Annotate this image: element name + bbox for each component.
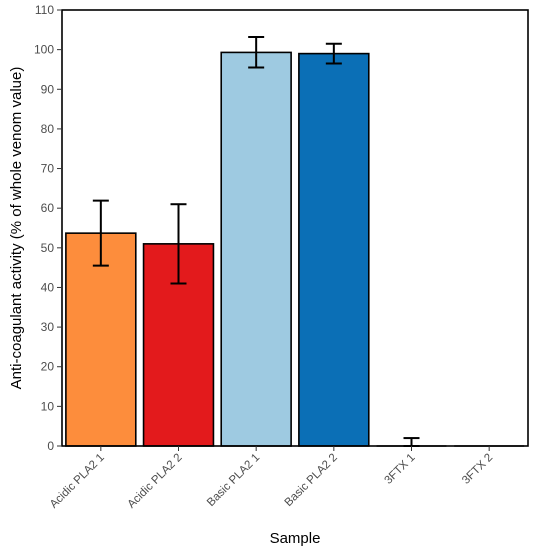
y-tick-label: 40	[41, 280, 55, 294]
y-tick-label: 50	[41, 241, 55, 255]
x-tick-label: Basic PLA2 2	[283, 452, 340, 509]
bars-layer	[65, 51, 525, 447]
y-tick-label: 90	[41, 82, 55, 96]
y-tick-label: 20	[41, 360, 55, 374]
y-tick-label: 10	[41, 399, 55, 413]
plot-frame	[61, 9, 529, 447]
bar	[65, 232, 137, 447]
bar	[298, 52, 370, 447]
y-tick-label: 30	[41, 320, 55, 334]
bar	[220, 51, 292, 447]
y-axis-title: Anti-coagulant activity (% of whole veno…	[8, 67, 25, 390]
y-tick-label: 100	[34, 43, 54, 57]
x-tick-label: Basic PLA2 1	[205, 452, 262, 509]
y-tick-label: 0	[47, 439, 54, 453]
y-tick-label: 110	[35, 3, 54, 17]
x-tick-label: Acidic PLA2 2	[126, 452, 185, 511]
y-tick-label: 80	[41, 122, 55, 136]
x-tick-label: 3FTX 1	[382, 452, 417, 487]
x-tick-label: Acidic PLA2 1	[48, 452, 107, 511]
y-axis: 0 10 20 30 40 50 60 70 80 90 100 110	[34, 3, 62, 453]
x-tick-label: 3FTX 2	[460, 452, 495, 487]
x-axis: Acidic PLA2 1 Acidic PLA2 2 Basic PLA2 1 Ba…	[48, 446, 495, 511]
error-bars-layer	[92, 35, 420, 447]
y-tick-label: 60	[41, 201, 55, 215]
x-axis-title: Sample	[270, 530, 321, 547]
y-tick-label: 70	[41, 162, 55, 176]
